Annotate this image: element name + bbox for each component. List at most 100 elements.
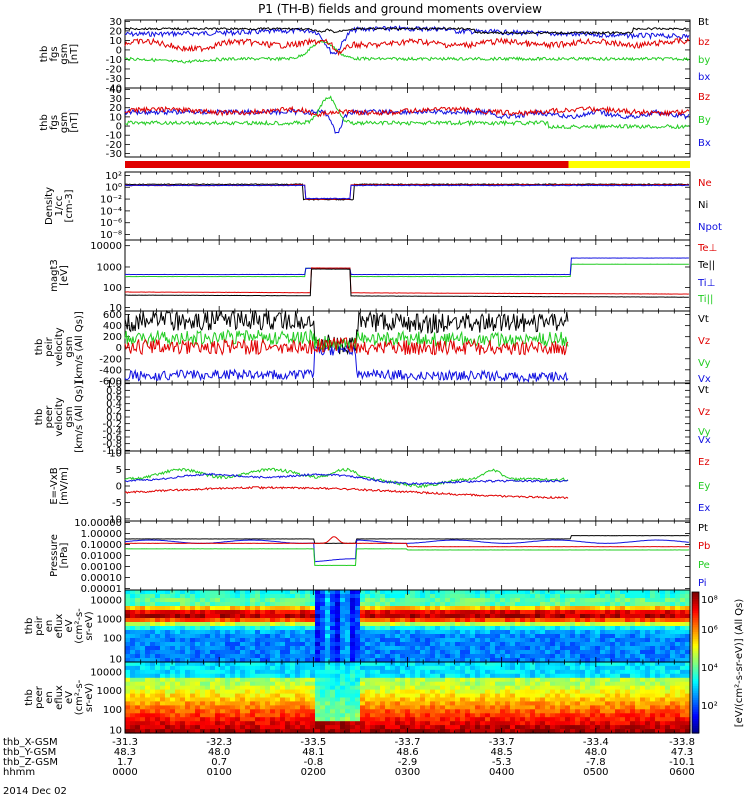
spectrogram-cell — [475, 685, 481, 691]
y-axis-label: peir — [34, 615, 45, 635]
spectrogram-cell — [405, 634, 411, 639]
spectrogram-cell — [385, 705, 391, 710]
spectrogram-cell — [575, 725, 581, 730]
spectrogram-cell — [320, 614, 326, 619]
y-tick-label: -10 — [106, 514, 122, 525]
spectrogram-cell — [475, 630, 481, 635]
spectrogram-cell — [575, 665, 581, 671]
spectrogram-cell — [520, 693, 526, 699]
spectrogram-cell — [350, 638, 356, 643]
spectrogram-cell — [210, 697, 216, 702]
spectrogram-cell — [670, 709, 676, 714]
spectrogram-cell — [375, 630, 381, 635]
spectrogram-cell — [280, 662, 286, 667]
spectrogram-cell — [355, 622, 361, 627]
y-tick-label: 0.00010 — [81, 573, 122, 584]
spectrogram-cell — [620, 729, 626, 734]
spectrogram-cell — [340, 713, 346, 718]
spectrogram-cell — [250, 614, 256, 619]
spectrogram-cell — [410, 669, 416, 675]
spectrogram-cell — [445, 669, 451, 675]
spectrogram-cell — [290, 646, 296, 651]
spectrogram-cell — [610, 717, 616, 722]
spectrogram-cell — [580, 681, 586, 687]
spectrogram-cell — [170, 721, 176, 726]
spectrogram-cell — [440, 622, 446, 627]
y-tick-label: 0 — [116, 343, 122, 354]
spectrogram-cell — [185, 689, 191, 695]
spectrogram-cell — [285, 606, 291, 611]
spectrogram-cell — [575, 622, 581, 627]
spectrogram-cell — [665, 618, 671, 623]
spectrogram-cell — [415, 622, 421, 627]
spectrogram-cell — [170, 634, 176, 639]
spectrogram-cell — [640, 650, 646, 655]
spectrogram-cell — [645, 618, 651, 623]
spectrogram-cell — [345, 729, 351, 734]
spectrogram-cell — [625, 630, 631, 635]
spectrogram-cell — [575, 618, 581, 623]
spectrogram-cell — [550, 594, 556, 599]
spectrogram-cell — [595, 721, 601, 726]
spectrogram-cell — [240, 598, 246, 603]
spectrogram-cell — [260, 590, 266, 595]
spectrogram-cell — [405, 693, 411, 699]
spectrogram-cell — [565, 693, 571, 699]
spectrogram-cell — [575, 705, 581, 710]
spectrogram-cell — [395, 650, 401, 655]
spectrogram-cell — [140, 709, 146, 714]
spectrogram-cell — [410, 638, 416, 643]
spectrogram-cell — [460, 725, 466, 730]
spectrogram-cell — [135, 689, 141, 695]
spectrogram-cell — [550, 673, 556, 679]
spectrogram-cell — [465, 654, 471, 659]
spectrogram-cell — [445, 606, 451, 611]
y-tick-label: -0.6 — [102, 432, 122, 443]
spectrogram-cell — [170, 618, 176, 623]
spectrogram-cell — [420, 693, 426, 699]
spectrogram-cell — [170, 622, 176, 627]
spectrogram-cell — [355, 658, 361, 663]
spectrogram-cell — [280, 658, 286, 663]
spectrogram-cell — [190, 602, 196, 607]
spectrogram-cell — [185, 598, 191, 603]
spectrogram-cell — [435, 630, 441, 635]
spectrogram-cell — [335, 646, 341, 651]
spectrogram-cell — [400, 654, 406, 659]
spectrogram-cell — [445, 626, 451, 631]
spectrogram-cell — [350, 662, 356, 667]
spectrogram-cell — [600, 721, 606, 726]
spectrogram-cell — [245, 697, 251, 702]
spectrogram-cell — [260, 594, 266, 599]
spectrogram-cell — [340, 681, 346, 687]
spectrogram-cell — [620, 685, 626, 691]
spectrogram-cell — [535, 662, 541, 667]
spectrogram-cell — [480, 606, 486, 611]
spectrogram-cell — [545, 697, 551, 702]
legend-Pb: Pb — [698, 541, 710, 552]
spectrogram-cell — [525, 665, 531, 671]
spectrogram-cell — [215, 721, 221, 726]
spectrogram-cell — [365, 602, 371, 607]
spectrogram-cell — [495, 594, 501, 599]
spectrogram-cell — [155, 662, 161, 667]
spectrogram-cell — [650, 634, 656, 639]
spectrogram-cell — [325, 681, 331, 687]
spectrogram-cell — [315, 650, 321, 655]
spectrogram-cell — [410, 662, 416, 667]
spectrogram-cell — [165, 598, 171, 603]
spectrogram-cell — [235, 658, 241, 663]
spectrogram-cell — [310, 630, 316, 635]
spectrogram-cell — [480, 630, 486, 635]
spectrogram-cell — [530, 713, 536, 718]
spectrogram-cell — [515, 658, 521, 663]
spectrogram-cell — [475, 650, 481, 655]
spectrogram-cell — [290, 713, 296, 718]
spectrogram-cell — [380, 654, 386, 659]
spectrogram-cell — [500, 634, 506, 639]
spectrogram-cell — [185, 669, 191, 675]
spectrogram-cell — [390, 709, 396, 714]
spectrogram-cell — [475, 665, 481, 671]
spectrogram-cell — [295, 654, 301, 659]
spectrogram-cell — [480, 610, 486, 615]
